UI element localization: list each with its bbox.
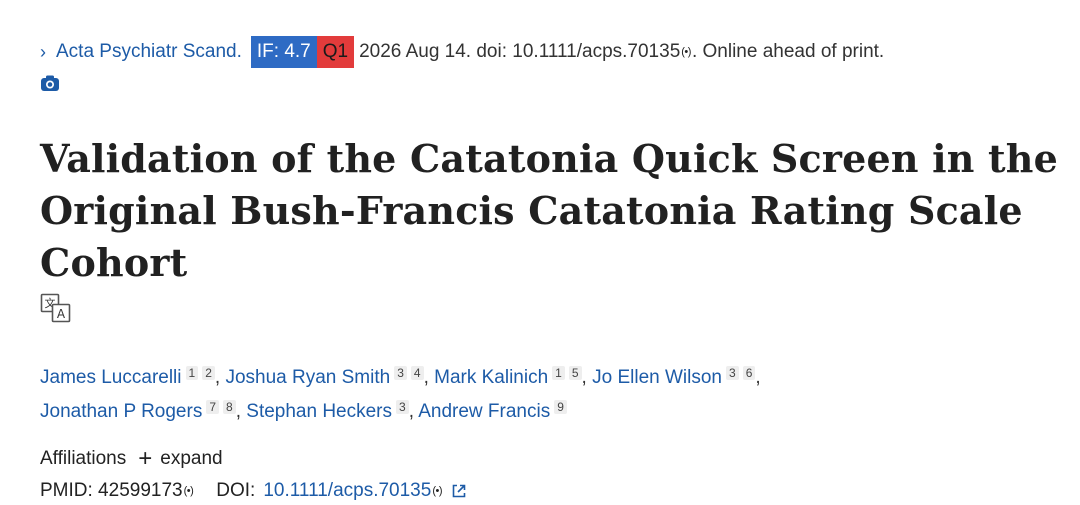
- author-list: James Luccarelli 1 2, Joshua Ryan Smith 3 4,…: [40, 361, 1060, 429]
- affiliation-ref[interactable]: 3: [726, 366, 739, 380]
- identifiers-row: PMID: 42599173 (•) DOI: 10.1111/acps.701…: [40, 477, 1060, 505]
- affiliation-ref[interactable]: 2: [202, 366, 215, 380]
- svg-text:文: 文: [45, 296, 56, 310]
- author-link[interactable]: Jo Ellen Wilson: [592, 367, 722, 388]
- affiliation-ref[interactable]: 5: [568, 366, 582, 380]
- author-link[interactable]: Mark Kalinich: [434, 367, 549, 388]
- publication-status: . Online ahead of print.: [691, 41, 885, 62]
- expand-affiliations-button[interactable]: + expand: [138, 445, 222, 473]
- affiliation-ref[interactable]: 3: [396, 400, 409, 414]
- affiliation-ref[interactable]: 6: [742, 366, 756, 380]
- affiliation-ref[interactable]: 8: [223, 400, 236, 414]
- signal-icon[interactable]: (•): [681, 46, 691, 58]
- svg-text:A: A: [57, 307, 66, 321]
- author-entry: James Luccarelli 1 2,: [40, 366, 226, 388]
- external-link-icon[interactable]: [451, 483, 467, 499]
- author-link[interactable]: Joshua Ryan Smith: [225, 367, 391, 388]
- article-title: Validation of the Catatonia Quick Screen…: [40, 136, 1058, 285]
- chevron-right-icon[interactable]: ›: [40, 42, 46, 62]
- citation-date-doi: 2026 Aug 14. doi: 10.1111/acps.70135: [359, 41, 681, 62]
- doi-link[interactable]: 10.1111/acps.70135: [263, 480, 432, 501]
- camera-icon[interactable]: [40, 74, 60, 92]
- author-entry: Joshua Ryan Smith 3 4,: [225, 366, 435, 388]
- plus-icon: +: [138, 445, 153, 472]
- affiliation-ref[interactable]: 4: [410, 366, 424, 380]
- impact-factor-badge: IF: 4.7: [250, 36, 317, 68]
- affiliation-ref[interactable]: 7: [206, 400, 220, 414]
- affiliations-row: Affiliations + expand: [40, 445, 1060, 473]
- article-header: › Acta Psychiatr Scand. IF: 4.7 Q1 2026 …: [40, 36, 1060, 505]
- author-entry: Andrew Francis 9: [418, 400, 567, 422]
- quartile-badge: Q1: [316, 36, 355, 68]
- author-entry: Jonathan P Rogers 7 8,: [40, 400, 247, 422]
- author-link[interactable]: Stephan Heckers: [246, 401, 393, 422]
- expand-label: expand: [160, 448, 223, 469]
- author-entry: Stephan Heckers 3,: [246, 400, 419, 422]
- signal-icon[interactable]: (•): [183, 485, 194, 497]
- signal-icon[interactable]: (•): [432, 485, 443, 497]
- affiliation-ref[interactable]: 1: [185, 366, 199, 380]
- translate-icon[interactable]: 文 A: [40, 293, 72, 323]
- journal-link[interactable]: Acta Psychiatr Scand.: [56, 41, 242, 62]
- doi-label: DOI:: [216, 480, 256, 501]
- pmid: PMID: 42599173: [40, 480, 183, 501]
- author-entry: Jo Ellen Wilson 3 6,: [592, 366, 761, 388]
- affiliations-label: Affiliations: [40, 448, 127, 469]
- affiliation-ref[interactable]: 9: [554, 400, 567, 414]
- author-link[interactable]: Andrew Francis: [418, 401, 551, 422]
- author-entry: Mark Kalinich 1 5,: [434, 366, 593, 388]
- citation-line: › Acta Psychiatr Scand. IF: 4.7 Q1 2026 …: [40, 36, 1060, 68]
- author-link[interactable]: Jonathan P Rogers: [40, 401, 203, 422]
- author-link[interactable]: James Luccarelli: [40, 367, 182, 388]
- affiliation-ref[interactable]: 1: [552, 366, 565, 380]
- affiliation-ref[interactable]: 3: [394, 366, 407, 380]
